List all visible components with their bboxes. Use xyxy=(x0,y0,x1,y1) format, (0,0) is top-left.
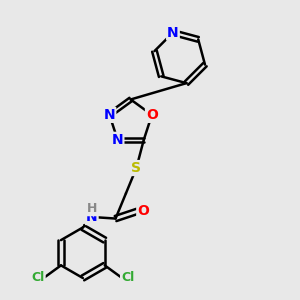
Text: H: H xyxy=(87,202,97,215)
Text: O: O xyxy=(146,108,158,122)
Text: N: N xyxy=(112,133,123,147)
Text: Cl: Cl xyxy=(32,271,45,284)
Text: Cl: Cl xyxy=(121,271,134,284)
Text: S: S xyxy=(131,161,141,175)
Text: N: N xyxy=(86,210,98,224)
Text: N: N xyxy=(104,108,115,122)
Text: O: O xyxy=(137,204,149,218)
Text: N: N xyxy=(167,26,179,40)
